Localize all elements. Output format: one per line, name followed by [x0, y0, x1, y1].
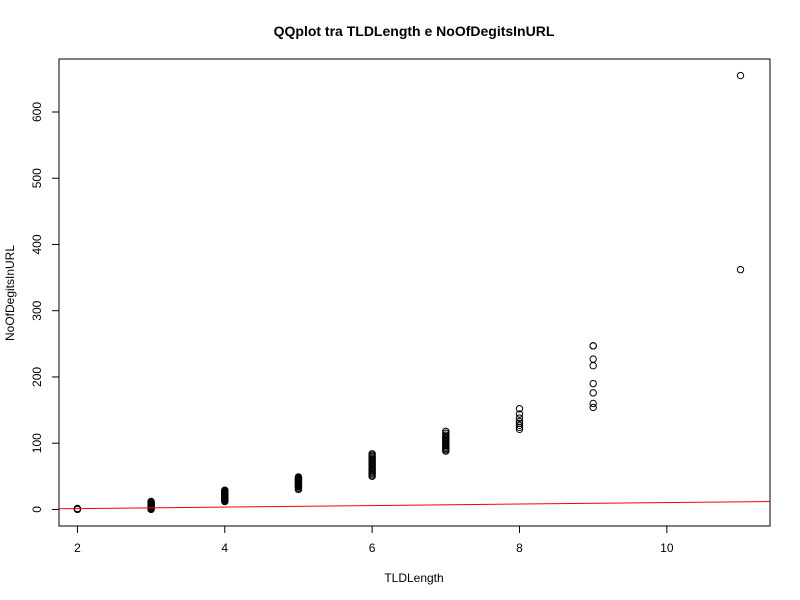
- y-tick-label: 400: [30, 234, 44, 254]
- x-tick-label: 4: [221, 541, 228, 555]
- x-tick-label: 10: [660, 541, 674, 555]
- data-point: [736, 71, 745, 80]
- x-tick-label: 6: [369, 541, 376, 555]
- data-point: [515, 417, 524, 426]
- data-point: [515, 414, 524, 422]
- data-points: [73, 71, 745, 514]
- x-axis-label: TLDLength: [384, 571, 443, 585]
- data-point: [589, 403, 597, 412]
- x-axis: 2 4 6 8 10: [74, 525, 674, 555]
- x-tick-label: 8: [516, 541, 523, 555]
- x-tick-label: 2: [74, 541, 81, 555]
- data-point: [589, 399, 597, 408]
- y-tick-label: 200: [30, 367, 44, 387]
- data-point: [442, 427, 450, 435]
- chart-title: QQplot tra TLDLength e NoOfDegitsInURL: [274, 23, 555, 39]
- y-tick-label: 300: [30, 300, 44, 320]
- reference-line: [58, 500, 771, 510]
- y-tick-label: 0: [30, 506, 44, 513]
- reference-line-group: [58, 500, 771, 510]
- y-tick-label: 500: [30, 168, 44, 188]
- y-axis-label: NoOfDegitsInURL: [3, 245, 17, 341]
- data-point: [589, 389, 597, 397]
- y-tick-label: 600: [30, 102, 44, 122]
- y-tick-label: 100: [30, 433, 44, 453]
- plot-frame: [58, 58, 771, 527]
- data-point: [515, 419, 524, 428]
- data-point: [294, 473, 303, 481]
- data-point: [147, 497, 155, 506]
- data-point: [442, 431, 450, 439]
- data-point: [515, 410, 524, 418]
- y-axis: 0 100 200 300 400 500 600: [30, 102, 60, 513]
- data-point: [221, 486, 229, 494]
- data-point: [589, 361, 597, 370]
- data-point: [589, 355, 597, 363]
- data-point: [589, 342, 597, 350]
- data-point: [515, 421, 524, 430]
- data-point: [589, 379, 597, 388]
- data-point: [368, 450, 376, 458]
- data-point: [442, 429, 450, 437]
- data-point: [736, 265, 745, 274]
- data-point: [515, 405, 524, 413]
